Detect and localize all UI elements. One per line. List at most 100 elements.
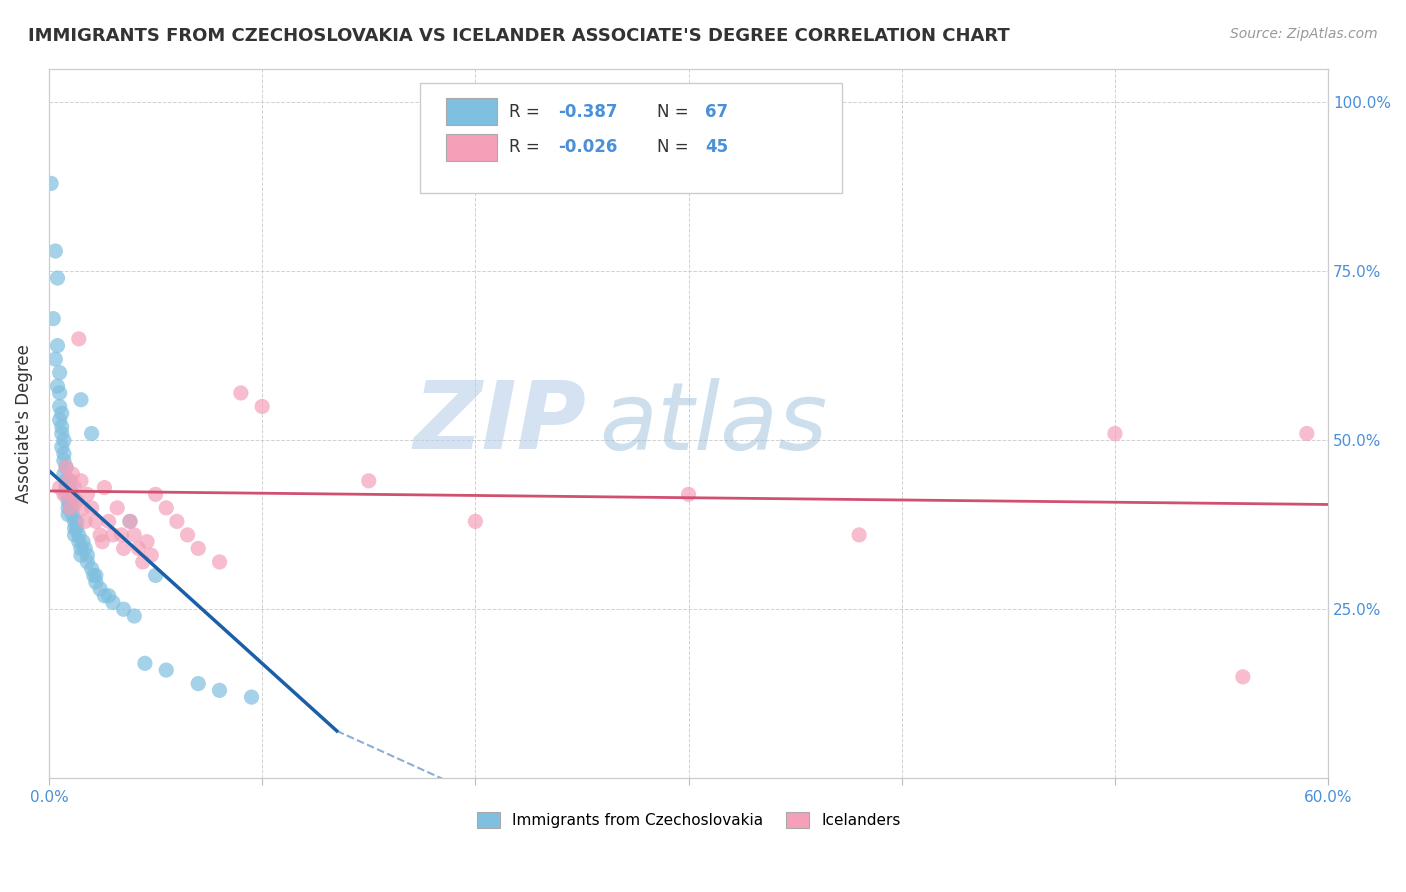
Point <box>48 481 70 495</box>
Point <box>118 515 141 529</box>
Text: IMMIGRANTS FROM CZECHOSLOVAKIA VS ICELANDER ASSOCIATE'S DEGREE CORRELATION CHART: IMMIGRANTS FROM CZECHOSLOVAKIA VS ICELAN… <box>28 27 1010 45</box>
Point <box>80 500 103 515</box>
Legend: Immigrants from Czechoslovakia, Icelanders: Immigrants from Czechoslovakia, Icelande… <box>471 806 907 834</box>
Point <box>110 528 132 542</box>
Point <box>84 568 107 582</box>
Point <box>76 555 98 569</box>
Point <box>62 500 84 515</box>
Point <box>89 528 111 542</box>
Point <box>91 534 114 549</box>
Point <box>101 595 124 609</box>
Point <box>46 338 69 352</box>
Point <box>59 487 82 501</box>
Point <box>678 487 700 501</box>
Point <box>52 447 75 461</box>
Point <box>72 500 94 515</box>
Point <box>59 474 82 488</box>
Point <box>52 467 75 481</box>
Point <box>240 690 263 705</box>
Point <box>187 541 209 556</box>
Point <box>75 515 97 529</box>
Point <box>145 568 167 582</box>
Point <box>52 434 75 448</box>
Point <box>51 406 73 420</box>
Text: 45: 45 <box>706 138 728 156</box>
Point <box>48 366 70 380</box>
Point <box>55 474 77 488</box>
Text: N =: N = <box>657 103 693 120</box>
Point <box>89 582 111 596</box>
FancyBboxPatch shape <box>446 98 496 125</box>
Point <box>62 487 84 501</box>
Point <box>134 657 156 671</box>
Point <box>136 534 159 549</box>
Point <box>46 271 69 285</box>
Text: -0.026: -0.026 <box>558 138 617 156</box>
Point <box>62 494 84 508</box>
Text: N =: N = <box>657 138 693 156</box>
Point <box>62 508 84 522</box>
Point <box>55 460 77 475</box>
Point <box>67 332 90 346</box>
Point <box>56 500 79 515</box>
Point <box>132 555 155 569</box>
Point <box>59 487 82 501</box>
Point <box>93 589 115 603</box>
Point <box>112 541 135 556</box>
Point <box>48 386 70 401</box>
Point <box>66 521 89 535</box>
Point <box>52 487 75 501</box>
Point <box>141 548 163 562</box>
Point <box>51 440 73 454</box>
Point <box>67 534 90 549</box>
Point <box>80 562 103 576</box>
Point <box>63 521 86 535</box>
Point <box>145 487 167 501</box>
Point <box>66 515 89 529</box>
Point <box>122 609 145 624</box>
Point <box>63 515 86 529</box>
Point <box>55 481 77 495</box>
Point <box>59 500 82 515</box>
Point <box>42 311 65 326</box>
Point <box>848 528 870 542</box>
Text: 67: 67 <box>706 103 728 120</box>
Point <box>56 494 79 508</box>
Point <box>83 568 105 582</box>
Point <box>1295 426 1317 441</box>
Point <box>70 474 93 488</box>
Point <box>44 352 66 367</box>
Point <box>76 548 98 562</box>
Point <box>1104 426 1126 441</box>
Text: R =: R = <box>509 138 546 156</box>
Point <box>39 177 62 191</box>
Point <box>67 528 90 542</box>
Point <box>55 487 77 501</box>
Point <box>208 555 231 569</box>
Point <box>166 515 188 529</box>
Point <box>55 460 77 475</box>
Point <box>80 426 103 441</box>
Point <box>84 515 107 529</box>
Point <box>56 508 79 522</box>
Point <box>97 589 120 603</box>
Point <box>52 453 75 467</box>
Point <box>51 426 73 441</box>
Point <box>59 500 82 515</box>
Point <box>93 481 115 495</box>
Point <box>59 494 82 508</box>
Point <box>59 481 82 495</box>
Point <box>112 602 135 616</box>
Text: -0.387: -0.387 <box>558 103 617 120</box>
Point <box>208 683 231 698</box>
Text: atlas: atlas <box>599 378 827 469</box>
Point <box>63 528 86 542</box>
Point <box>118 515 141 529</box>
Point <box>97 515 120 529</box>
Point <box>1232 670 1254 684</box>
Point <box>187 676 209 690</box>
Point <box>56 474 79 488</box>
FancyBboxPatch shape <box>420 83 842 193</box>
Point <box>70 548 93 562</box>
Point <box>46 379 69 393</box>
